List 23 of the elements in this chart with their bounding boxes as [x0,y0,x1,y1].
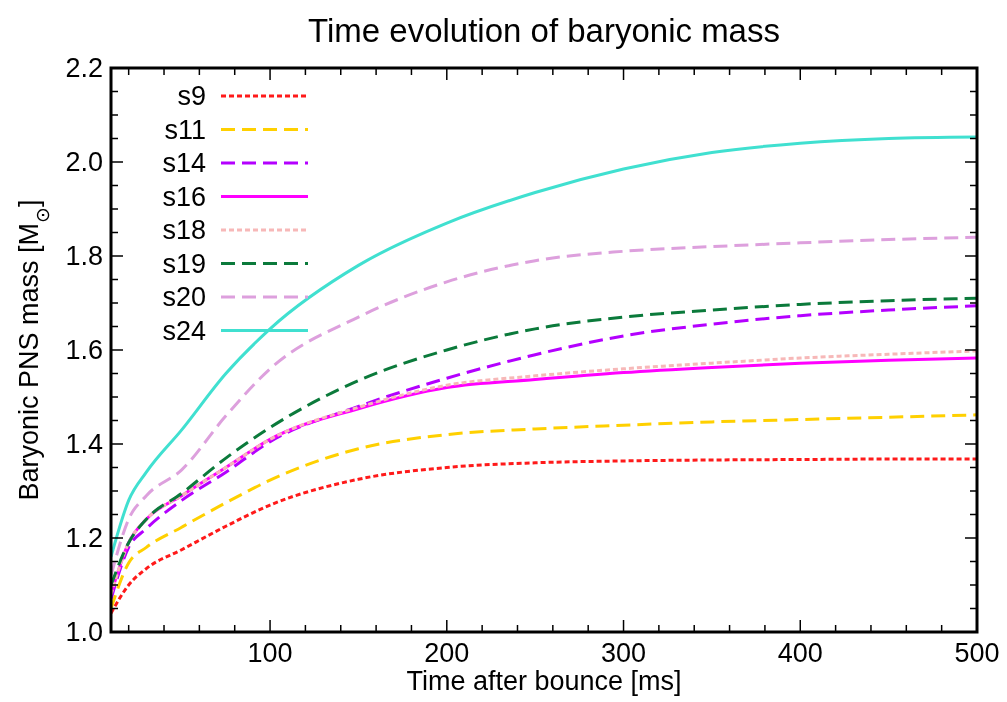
legend-label: s18 [162,215,206,245]
y-tick-label: 2.0 [65,147,103,177]
legend-label: s24 [162,315,206,346]
x-tick-label: 500 [954,638,1000,668]
y-tick-label: 1.0 [65,617,103,647]
legend-label: s19 [162,248,206,279]
y-tick-label: 1.8 [65,241,103,271]
x-tick-label: 300 [601,638,647,668]
line-series [111,457,977,615]
legend-label: s14 [162,148,206,178]
x-tick-label: 200 [424,638,470,668]
legend-label: s11 [164,114,206,145]
x-tick-label: 400 [777,638,823,668]
legend-label: s9 [177,81,206,111]
x-axis-title: Time after bounce [ms] [406,666,682,696]
y-tick-label: 1.6 [65,335,103,365]
y-tick-label: 2.2 [65,53,103,83]
legend-label: s20 [162,282,206,312]
legend-label: s16 [162,181,206,212]
x-tick-label: 100 [247,638,293,668]
chart-title: Time evolution of baryonic mass [308,12,780,49]
y-tick-label: 1.4 [65,429,103,459]
y-tick-label: 1.2 [65,523,103,553]
